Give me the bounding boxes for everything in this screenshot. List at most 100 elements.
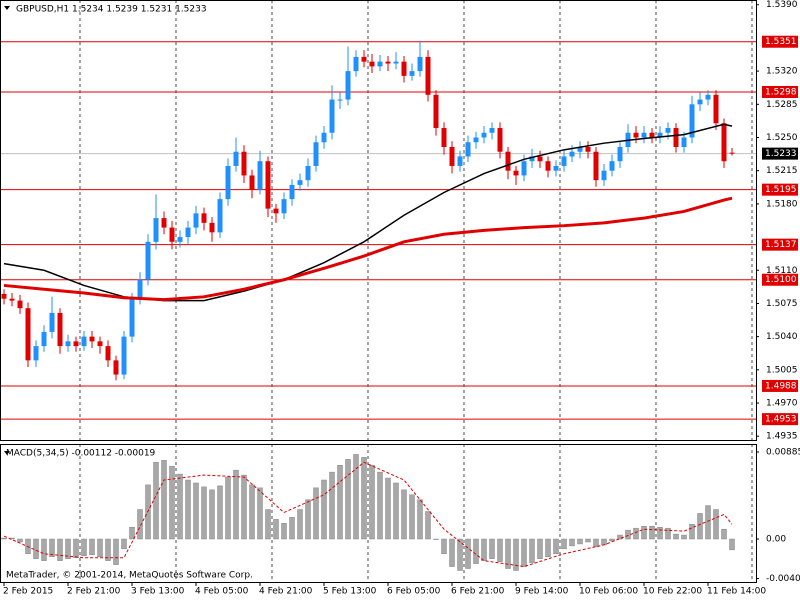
current-price-label: 1.5233	[765, 149, 797, 159]
candle-body	[209, 222, 215, 233]
candle-body	[657, 132, 663, 138]
macd-bar	[481, 538, 487, 561]
level-label-box	[762, 85, 798, 98]
macd-bar	[241, 474, 247, 540]
macd-bar	[89, 538, 95, 556]
y-tick-label: 1.5250	[766, 133, 798, 143]
x-tick-label: 10 Feb 22:00	[643, 587, 702, 597]
macd-bar	[313, 487, 319, 540]
candle-body	[185, 227, 191, 238]
candle-body	[401, 61, 407, 76]
x-tick-label: 4 Feb 05:00	[195, 587, 249, 597]
candle-body	[129, 298, 135, 337]
candle-body	[369, 61, 375, 67]
candle-body	[89, 336, 95, 342]
macd-bar	[105, 538, 111, 561]
y-tick-label: 1.5040	[766, 332, 798, 342]
macd-bar	[1, 537, 7, 540]
macd-bar	[521, 538, 527, 567]
macd-bar	[193, 482, 199, 540]
candle-body	[169, 227, 175, 242]
candle-body	[425, 56, 431, 95]
candle-body	[73, 341, 79, 347]
macd-y-tick-label: 0.00885	[766, 447, 800, 457]
candle-body	[177, 237, 183, 242]
macd-bar	[361, 457, 367, 540]
macd-bar	[513, 538, 519, 571]
main-panel-frame	[0, 0, 757, 441]
menu-triangle	[4, 6, 10, 10]
candle-body	[593, 151, 599, 181]
candle-body	[393, 61, 399, 64]
x-tick-label: 2 Feb 21:00	[67, 587, 121, 597]
macd-bar	[633, 527, 639, 540]
candle-body	[673, 128, 679, 147]
candle-body	[321, 132, 327, 143]
candle-body	[241, 151, 247, 176]
candle-body	[433, 94, 439, 129]
macd-bar	[217, 485, 223, 540]
candle-body	[345, 71, 351, 100]
y-tick-label: 1.5320	[766, 67, 798, 77]
level-label: 1.5351	[765, 37, 797, 47]
macd-bar	[473, 538, 479, 564]
candle-body	[545, 161, 551, 171]
candle-body	[25, 308, 31, 361]
candle-body	[561, 156, 567, 166]
candle-body	[1, 293, 7, 299]
candle-body	[409, 71, 415, 76]
candle-body	[377, 61, 383, 67]
y-tick-label: 1.5110	[766, 266, 798, 276]
macd-bar	[321, 479, 327, 540]
current-price-box	[762, 147, 798, 160]
candle-body	[49, 312, 55, 332]
x-tick-label: 4 Feb 21:00	[259, 587, 313, 597]
macd-bar	[489, 538, 495, 559]
macd-bar	[401, 489, 407, 540]
candle-body	[481, 132, 487, 138]
macd-bar	[329, 471, 335, 540]
macd-bar	[121, 538, 127, 550]
level-label: 1.4953	[765, 415, 797, 425]
macd-bar	[449, 538, 455, 567]
macd-bar	[161, 460, 167, 540]
candle-body	[9, 298, 15, 301]
macd-signal	[3, 461, 733, 568]
candle-body	[249, 175, 255, 190]
macd-bar	[337, 464, 343, 540]
macd-bar	[673, 533, 679, 540]
y-tick-label: 1.5180	[766, 199, 798, 209]
x-tick-label: 5 Feb 13:00	[323, 587, 377, 597]
macd-bar	[505, 538, 511, 569]
macd-bar	[721, 528, 727, 540]
level-label-box	[762, 379, 798, 392]
y-tick-label: 1.4970	[766, 399, 798, 409]
candle-body	[713, 94, 719, 124]
macd-bar	[553, 538, 559, 555]
macd-bar	[73, 538, 79, 558]
candle-body	[633, 132, 639, 138]
macd-bar	[585, 538, 591, 543]
candle-body	[313, 142, 319, 166]
macd-bar	[705, 505, 711, 540]
candle-body	[305, 165, 311, 181]
candle-body	[281, 199, 287, 214]
macd-bar	[305, 499, 311, 540]
y-tick-label: 1.5075	[766, 299, 798, 309]
macd-bar	[497, 538, 503, 562]
candle-body	[489, 128, 495, 133]
y-tick-label: 1.5285	[766, 100, 798, 110]
candle-body	[153, 218, 159, 242]
macd-bar	[577, 538, 583, 545]
candle-body	[97, 341, 103, 347]
x-tick-label: 6 Feb 05:00	[387, 587, 441, 597]
macd-bar	[369, 464, 375, 540]
macd-bar	[689, 524, 695, 540]
macd-panel-frame	[0, 444, 757, 583]
candle-body	[689, 104, 695, 138]
macd-bar	[425, 511, 431, 540]
candle-body	[57, 312, 63, 347]
macd-bar	[33, 538, 39, 559]
